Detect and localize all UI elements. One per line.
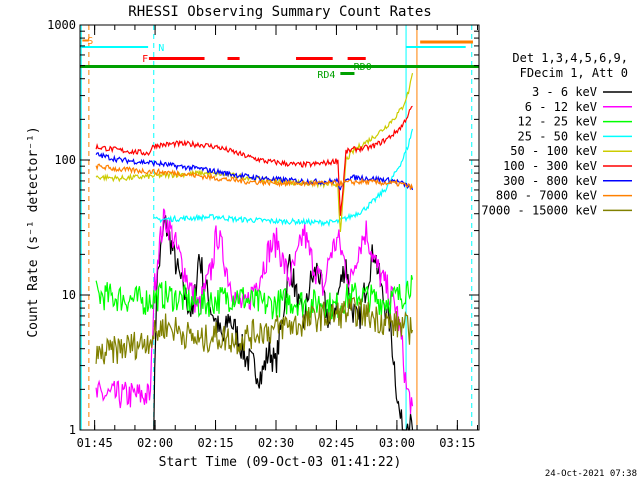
series-line <box>95 296 414 365</box>
series-line <box>95 163 414 190</box>
x-tick-label: 03:15 <box>439 436 475 450</box>
legend-label: 100 - 300 keV <box>503 159 597 173</box>
flag-label-n: N <box>158 43 164 54</box>
y-tick-label: 100 <box>54 153 76 167</box>
legend-label: 300 - 800 keV <box>503 174 597 188</box>
series-line <box>95 105 413 216</box>
y-tick-label: 1 <box>69 423 76 437</box>
legend-label: 7000 - 15000 keV <box>481 203 597 217</box>
series-line <box>95 208 414 415</box>
legend-header-line-1: Det 1,3,4,5,6,9, <box>512 51 628 65</box>
chart-title: RHESSI Observing Summary Count Rates <box>128 4 431 20</box>
y-tick-label: 1000 <box>47 18 76 32</box>
plot-frame <box>79 24 480 431</box>
x-tick-label: 02:15 <box>197 436 233 450</box>
series-line <box>95 151 414 191</box>
legend-label: 3 - 6 keV <box>532 85 597 99</box>
y-axis-label: Count Rate (s⁻¹ detector⁻¹) <box>26 126 41 337</box>
flag-label-rd0: RD0 <box>354 62 372 73</box>
x-axis-label: Start Time (09-Oct-03 01:41:22) <box>159 455 402 470</box>
series-line <box>95 274 414 320</box>
legend-header-line-2: FDecim 1, Att 0 <box>520 66 628 80</box>
legend-label: 12 - 25 keV <box>518 115 597 129</box>
flag-label-rd4: RD4 <box>317 70 335 81</box>
timestamp: 24-Oct-2021 07:38 <box>545 469 637 479</box>
x-tick-label: 02:00 <box>137 436 173 450</box>
legend-label: 50 - 100 keV <box>510 144 597 158</box>
legend-label: 6 - 12 keV <box>525 100 597 114</box>
flag-label-f: F <box>142 54 148 65</box>
series-line <box>153 128 414 228</box>
x-tick-label: 02:45 <box>318 436 354 450</box>
x-tick-label: 01:45 <box>77 436 113 450</box>
x-tick-label: 02:30 <box>258 436 294 450</box>
legend-label: 25 - 50 keV <box>518 129 597 143</box>
plot-area: S NF RD4 RD0 1 10 100 1000 01:45 02:00 02:15 02:30 0… <box>47 18 480 450</box>
x-tick-label: 03:00 <box>379 436 415 450</box>
legend-label: 800 - 7000 keV <box>496 189 597 203</box>
flag-label-s: S <box>87 36 93 47</box>
y-tick-label: 10 <box>62 288 76 302</box>
